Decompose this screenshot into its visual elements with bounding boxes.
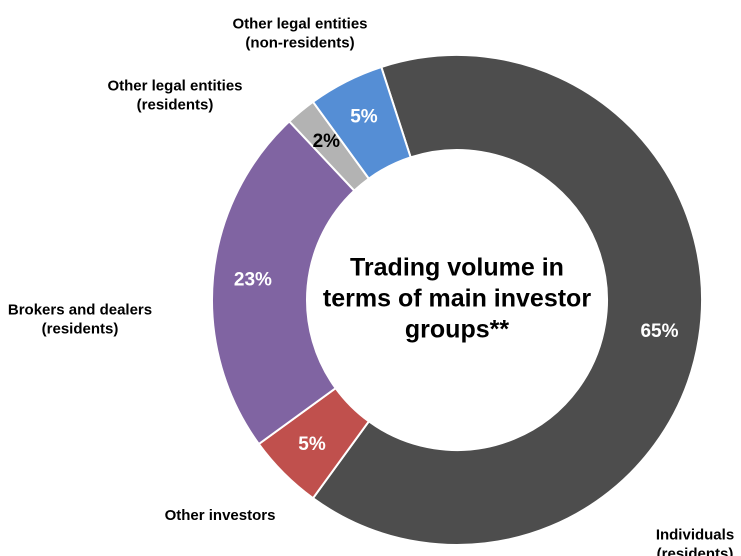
- value-label: 2%: [313, 131, 341, 152]
- category-label: (non-residents): [245, 34, 354, 51]
- category-label: Other investors: [165, 507, 276, 524]
- value-label: 5%: [298, 434, 326, 455]
- category-label: Other legal entities: [232, 15, 367, 32]
- category-label: (residents): [42, 320, 119, 337]
- donut-slice: [311, 54, 703, 546]
- category-label: Other legal entities: [107, 77, 242, 94]
- category-label: (residents): [657, 545, 734, 556]
- chart-title: Trading volume in: [350, 254, 564, 282]
- chart-title: groups**: [405, 316, 509, 344]
- category-label: (residents): [137, 96, 214, 113]
- category-label: Brokers and dealers: [8, 301, 152, 318]
- donut-slice: [311, 65, 412, 181]
- value-label: 23%: [234, 270, 272, 291]
- chart-title: terms of main investor: [323, 285, 591, 313]
- category-label: Individuals: [656, 526, 734, 543]
- value-label: 5%: [350, 106, 378, 127]
- value-label: 65%: [640, 321, 678, 342]
- donut-slice: [211, 119, 356, 446]
